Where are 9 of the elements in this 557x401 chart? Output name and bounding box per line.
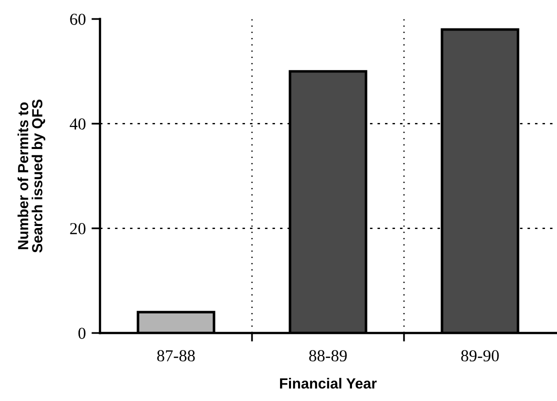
y-tick-label: 0 bbox=[78, 328, 86, 339]
x-axis-title: Financial Year bbox=[280, 378, 377, 389]
y-tick-label: 20 bbox=[70, 223, 86, 234]
x-tick-label: 88-89 bbox=[309, 350, 347, 362]
y-tick-label: 40 bbox=[70, 118, 86, 130]
y-tick-label: 60 bbox=[70, 14, 86, 25]
x-tick-label: 87-88 bbox=[157, 350, 195, 362]
y-axis-title: Number of Permits to Search issued by QFS bbox=[18, 100, 46, 253]
x-tick-label: 89-90 bbox=[461, 350, 499, 362]
